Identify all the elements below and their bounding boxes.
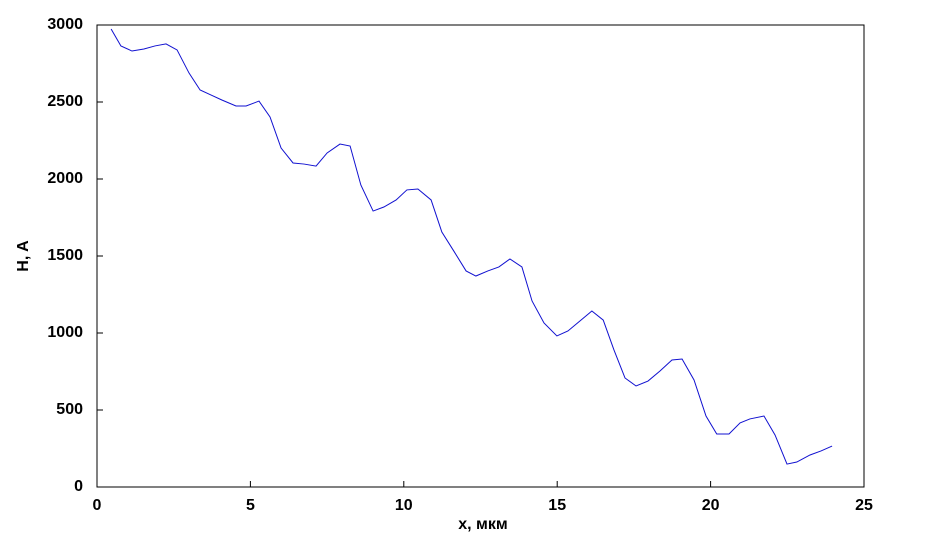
y-tick-label: 3000 — [47, 16, 83, 33]
y-tick-label: 2000 — [47, 170, 83, 187]
x-tick-label: 5 — [246, 497, 255, 514]
x-axis-label: x, мкм — [458, 516, 507, 533]
y-tick-label: 2500 — [47, 93, 83, 110]
y-tick-label: 1000 — [47, 324, 83, 341]
x-tick-label: 10 — [395, 497, 413, 514]
y-tick-label: 500 — [56, 401, 83, 418]
x-tick-label: 20 — [702, 497, 720, 514]
y-tick-label: 1500 — [47, 247, 83, 264]
x-tick-label: 25 — [855, 497, 873, 514]
y-tick-label: 0 — [74, 478, 83, 495]
y-axis-label: H, A — [15, 240, 32, 272]
x-tick-label: 0 — [93, 497, 102, 514]
x-tick-label: 15 — [548, 497, 566, 514]
data-line — [110, 28, 833, 465]
plot-frame — [96, 24, 865, 488]
